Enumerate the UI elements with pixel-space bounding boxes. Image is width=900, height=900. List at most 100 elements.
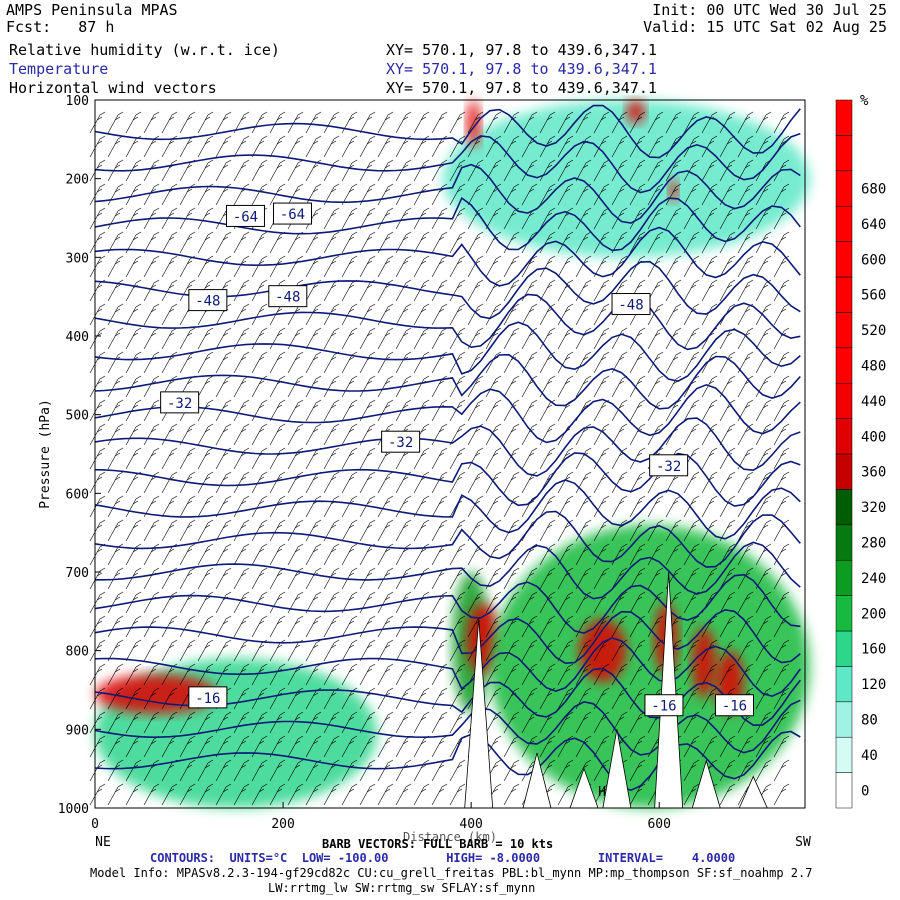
wind-barb [755,663,772,686]
wind-barb [773,711,790,734]
wind-barb [89,615,106,638]
temperature-contour [94,510,801,568]
wind-barb [323,255,340,278]
wind-barb [143,447,160,470]
wind-barb [629,447,646,470]
wind-barb [719,159,736,182]
wind-barb [179,615,196,638]
wind-barb [593,351,610,374]
wind-barb [197,135,214,158]
wind-barb [719,279,736,302]
wind-barb [341,495,358,518]
wind-barb [89,591,106,614]
wind-barb [215,615,232,638]
wind-barb [233,639,250,662]
wind-barb [179,783,196,806]
wind-barb [503,183,520,206]
wind-barb [539,615,556,638]
wind-barb [539,111,556,134]
wind-barb [449,303,466,326]
y-tick-label: 600 [66,487,89,502]
wind-barb [107,519,124,542]
rh-blob [692,627,716,698]
wind-barb [683,567,700,590]
wind-barb [629,399,646,422]
wind-barb [773,183,790,206]
wind-barb [233,279,250,302]
wind-barb [521,159,538,182]
wind-barb [305,423,322,446]
wind-barb [647,327,664,350]
wind-barb [161,351,178,374]
wind-barb [719,759,736,782]
wind-barb [665,183,682,206]
wind-barb [323,159,340,182]
wind-barb [341,519,358,542]
wind-barb [755,111,772,134]
wind-barb [107,399,124,422]
wind-barb [485,375,502,398]
wind-barb [521,375,538,398]
wind-barb [125,303,142,326]
wind-barb [323,447,340,470]
wind-barb [215,231,232,254]
wind-barb [665,111,682,134]
wind-barb [413,255,430,278]
wind-barb [251,255,268,278]
wind-barb [395,591,412,614]
wind-barb [197,111,214,134]
forecast-hour: Fcst: 87 h [6,18,115,36]
wind-barb [539,207,556,230]
wind-barb [629,375,646,398]
wind-barb [377,255,394,278]
model-info: Model Info: MPASv8.2.3-194-gf29cd82c CU:… [90,866,813,880]
wind-barb [449,471,466,494]
wind-barb [413,279,430,302]
colorbar-swatch [835,736,853,773]
wind-barb [323,567,340,590]
wind-barb [467,231,484,254]
wind-barb [233,423,250,446]
wind-barb [89,543,106,566]
wind-barb [269,615,286,638]
wind-barb [629,255,646,278]
wind-barb [503,711,520,734]
wind-barb [359,543,376,566]
wind-barb [395,687,412,710]
wind-barb [629,327,646,350]
wind-barb [503,495,520,518]
wind-barb [755,183,772,206]
wind-barb [755,327,772,350]
wind-barb [359,327,376,350]
wind-barb [395,543,412,566]
wind-barb [359,231,376,254]
wind-barb [287,615,304,638]
field-label-rh: Relative humidity (w.r.t. ice) [9,41,280,59]
temperature-label-text: -64 [233,209,258,225]
wind-barb [539,519,556,542]
wind-barb [269,543,286,566]
wind-barb [629,471,646,494]
wind-barb [737,759,754,782]
wind-barb [251,519,268,542]
wind-barb [377,783,394,806]
wind-barb [341,207,358,230]
wind-barb [629,423,646,446]
wind-barb [575,711,592,734]
wind-barb [539,183,556,206]
wind-barb [161,519,178,542]
wind-barb [539,375,556,398]
wind-barb [431,159,448,182]
wind-barb [521,615,538,638]
wind-barb [179,759,196,782]
wind-barb [179,567,196,590]
wind-barb [683,279,700,302]
wind-barb [575,375,592,398]
wind-barb [125,495,142,518]
wind-barb [521,351,538,374]
wind-barb [575,423,592,446]
wind-barb [539,663,556,686]
wind-barb [521,567,538,590]
wind-barb [251,615,268,638]
